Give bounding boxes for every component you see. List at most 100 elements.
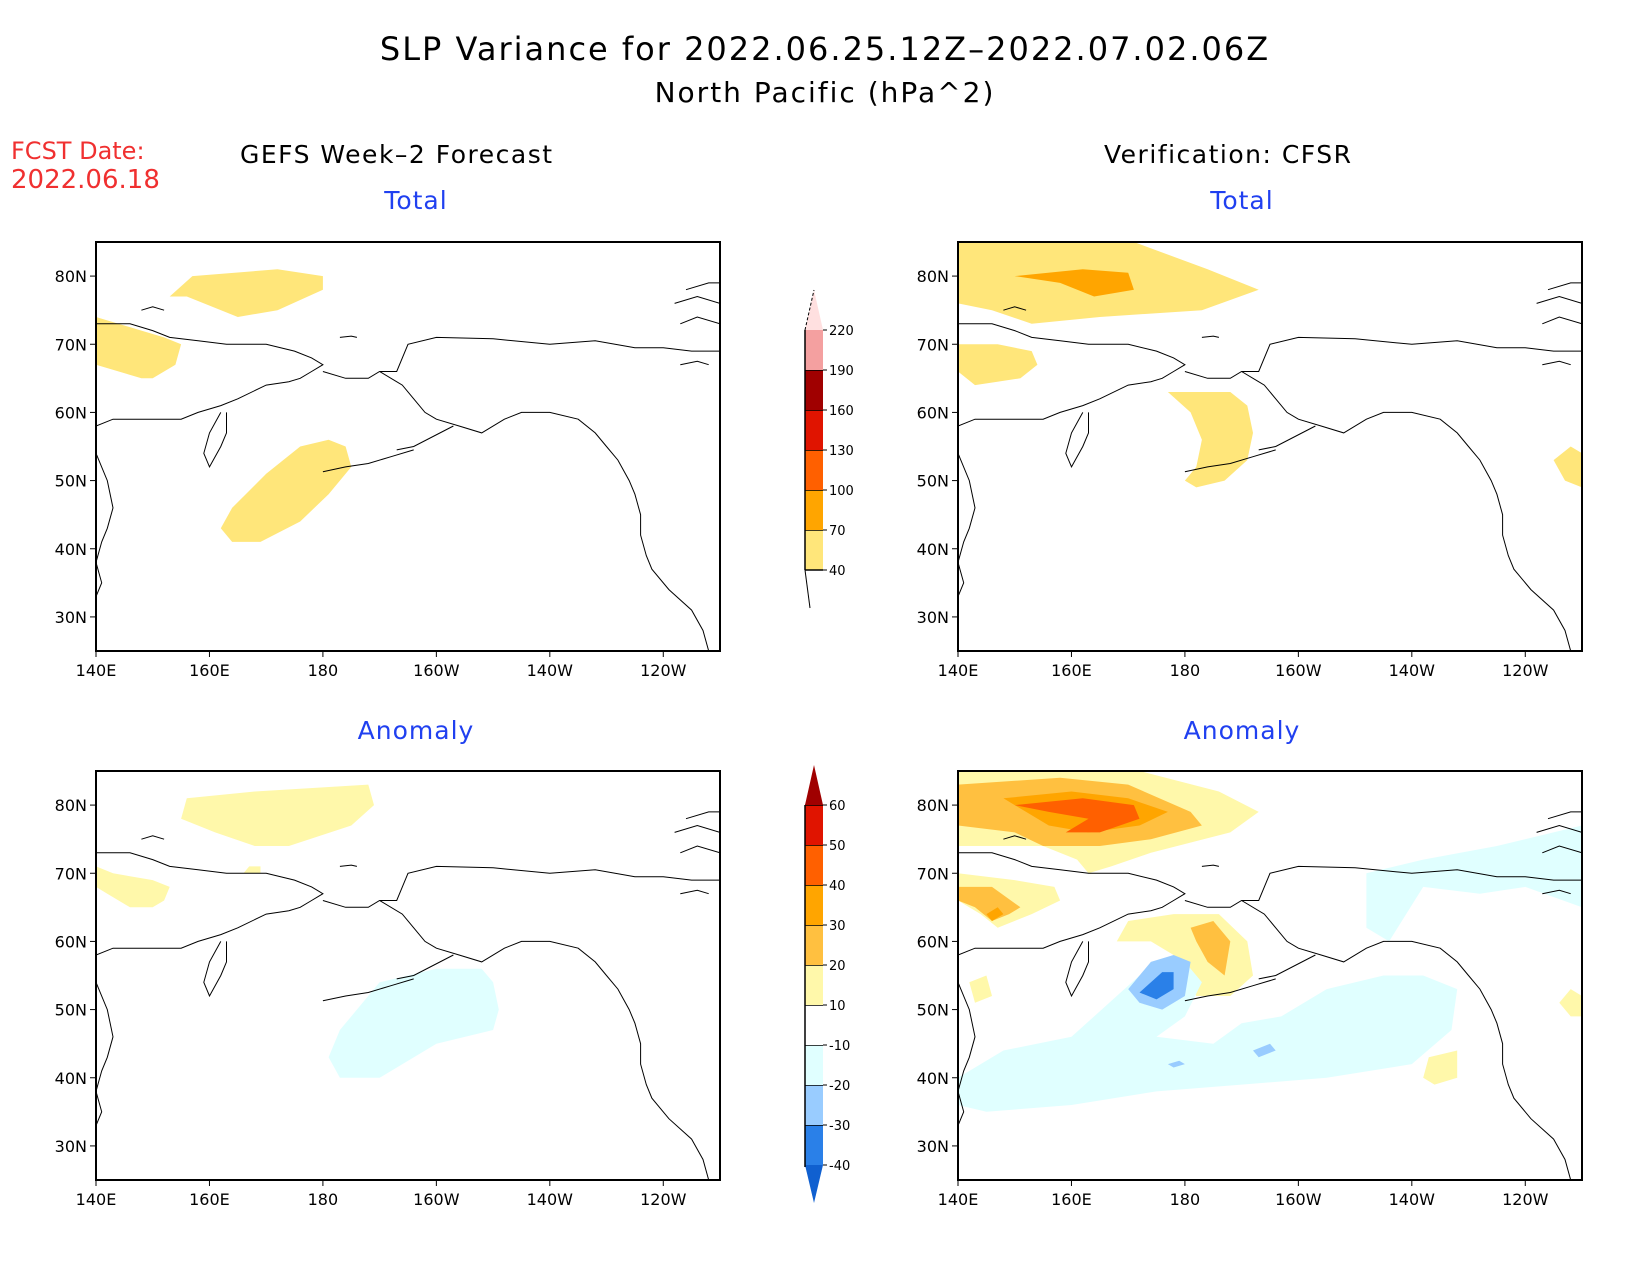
colorbar-label: 50 bbox=[829, 839, 846, 854]
y-tick-label: 60N bbox=[917, 403, 949, 422]
coastline bbox=[685, 811, 720, 820]
coastline bbox=[958, 982, 976, 1126]
contour-region--10--20 bbox=[328, 968, 499, 1078]
contour-region-20-30 bbox=[1190, 921, 1231, 976]
coastline bbox=[1065, 412, 1089, 469]
contour-region-40-70 bbox=[96, 317, 182, 379]
map-panel-gefs-total: 30N 40N 50N 60N 70N 80N 140E 160E 180 160W 140W 120… bbox=[55, 241, 721, 680]
colorbar-label: 190 bbox=[829, 364, 854, 379]
coastline bbox=[1241, 371, 1572, 651]
panel-title-gefs-anomaly: Anomaly bbox=[357, 716, 475, 745]
colorbar-label: 40 bbox=[829, 564, 846, 579]
colorbar-box bbox=[805, 530, 823, 570]
x-tick-label: 120W bbox=[640, 661, 687, 680]
colorbar-box bbox=[805, 490, 823, 530]
colorbar-label: 100 bbox=[829, 484, 854, 499]
contour-region-10-20 bbox=[969, 975, 992, 1003]
colorbar-label: -40 bbox=[829, 1159, 850, 1174]
coastline bbox=[1536, 824, 1582, 833]
colorbar-label: 10 bbox=[829, 999, 846, 1014]
coastline bbox=[396, 425, 454, 451]
contour-region-10-20 bbox=[243, 866, 261, 874]
coastline bbox=[958, 453, 976, 597]
coastline bbox=[680, 316, 720, 325]
coastline bbox=[1542, 889, 1571, 895]
y-tick-label: 40N bbox=[55, 540, 87, 559]
colorbar-box bbox=[805, 965, 823, 1005]
colorbar-label: 20 bbox=[829, 959, 846, 974]
panel-title-cfsr-total: Total bbox=[1210, 186, 1274, 215]
colorbar-label: 60 bbox=[829, 799, 846, 814]
x-tick-label: 120W bbox=[640, 1190, 687, 1209]
coastline bbox=[322, 865, 720, 908]
coastline bbox=[674, 295, 720, 304]
colorbar-box bbox=[805, 330, 823, 370]
map-panel-gefs-anomaly: 30N 40N 50N 60N 70N 80N 140E 160E 180 160W 140W 120… bbox=[55, 770, 721, 1209]
colorbar-box bbox=[805, 805, 823, 845]
coastline bbox=[1536, 295, 1582, 304]
x-tick-label: 140E bbox=[938, 661, 979, 680]
map-panel-cfsr-anomaly: 30N 40N 50N 60N 70N 80N 140E 160E 180 160W 140W 120… bbox=[917, 770, 1583, 1209]
contour-region-40-50 bbox=[1014, 798, 1140, 833]
y-tick-label: 80N bbox=[917, 267, 949, 286]
coastline bbox=[1258, 954, 1316, 980]
contour-region-40-70 bbox=[220, 439, 352, 542]
colorbar-anomaly: -40 -30 -20 -10 10 20 30 40 50 60 bbox=[804, 765, 850, 1203]
y-tick-label: 70N bbox=[55, 864, 87, 883]
coastline bbox=[1003, 835, 1027, 840]
colorbar-box bbox=[805, 925, 823, 965]
colorbar-label: 220 bbox=[829, 324, 854, 339]
coastline bbox=[203, 941, 227, 998]
map-frame bbox=[95, 241, 721, 652]
coastline bbox=[203, 412, 227, 469]
contour-region-70-100 bbox=[1014, 269, 1134, 297]
colorbar-box bbox=[805, 450, 823, 490]
colorbar-label: 130 bbox=[829, 444, 854, 459]
y-tick-label: 30N bbox=[55, 608, 87, 627]
x-tick-label: 140W bbox=[1389, 1190, 1436, 1209]
coastline bbox=[1184, 865, 1582, 908]
coastline bbox=[1003, 306, 1027, 311]
y-tick-label: 50N bbox=[917, 1001, 949, 1020]
colorbar-label: 160 bbox=[829, 404, 854, 419]
map-frame bbox=[957, 770, 1583, 1181]
contour-region--30--40 bbox=[1139, 972, 1174, 1000]
coastline bbox=[379, 900, 710, 1180]
right-column-title: Verification: CFSR bbox=[1104, 140, 1353, 169]
colorbar-box bbox=[805, 370, 823, 410]
map-frame bbox=[95, 770, 721, 1181]
x-tick-label: 140W bbox=[527, 1190, 574, 1209]
colorbar-box bbox=[805, 1085, 823, 1125]
coastline bbox=[322, 336, 720, 379]
coastline bbox=[379, 371, 710, 651]
contour-region--10--20 bbox=[1366, 825, 1582, 942]
y-tick-label: 60N bbox=[55, 932, 87, 951]
coastline bbox=[680, 889, 709, 895]
x-tick-label: 140E bbox=[76, 661, 117, 680]
y-tick-label: 40N bbox=[55, 1069, 87, 1088]
x-tick-label: 180 bbox=[1170, 1190, 1201, 1209]
x-tick-label: 180 bbox=[308, 1190, 339, 1209]
coastline bbox=[1542, 316, 1582, 325]
colorbar-box bbox=[805, 1045, 823, 1085]
coastline bbox=[339, 335, 358, 338]
panel-title-gefs-total: Total bbox=[384, 186, 448, 215]
figure-title: SLP Variance for 2022.06.25.12Z–2022.07.… bbox=[379, 30, 1271, 68]
y-tick-label: 60N bbox=[917, 932, 949, 951]
y-tick-label: 80N bbox=[917, 796, 949, 815]
x-tick-label: 160E bbox=[189, 661, 230, 680]
contour-region-10-20 bbox=[181, 784, 374, 846]
y-tick-label: 50N bbox=[55, 1001, 87, 1020]
y-tick-label: 40N bbox=[917, 1069, 949, 1088]
colorbar-total: 40 70 100 130 160 190 220 bbox=[804, 289, 854, 609]
coastline bbox=[1201, 335, 1220, 338]
fcst-date-value: 2022.06.18 bbox=[11, 165, 160, 195]
coastline bbox=[322, 978, 414, 1002]
y-tick-label: 40N bbox=[917, 540, 949, 559]
contour-region-40-70 bbox=[169, 269, 323, 317]
y-tick-label: 70N bbox=[917, 335, 949, 354]
contour-region-10-20 bbox=[1423, 1050, 1458, 1085]
colorbar-label: -10 bbox=[829, 1039, 850, 1054]
coastline bbox=[680, 845, 720, 854]
y-tick-label: 30N bbox=[55, 1137, 87, 1156]
